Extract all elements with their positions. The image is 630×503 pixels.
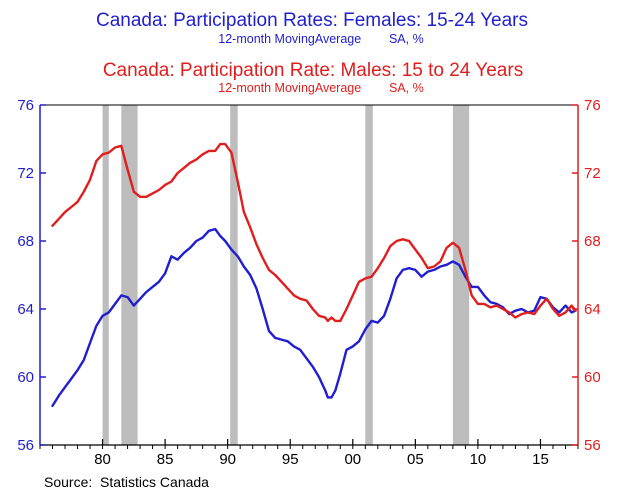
right-tick-label: 68 — [584, 233, 601, 250]
series-line-females — [51, 227, 577, 408]
left-tick-label: 72 — [17, 165, 34, 182]
right-tick-label: 56 — [584, 437, 601, 454]
left-tick-label: 76 — [17, 97, 34, 114]
x-tick-label: 15 — [532, 451, 549, 468]
x-tick-label: 90 — [219, 451, 236, 468]
recession-band — [102, 105, 109, 445]
right-tick-label: 64 — [584, 301, 601, 318]
x-tick-label: 80 — [94, 451, 111, 468]
left-tick-label: 68 — [17, 233, 34, 250]
chart-subtitle-male: 12-month MovingAverage SA, % — [218, 81, 424, 95]
x-tick-label: 95 — [282, 451, 299, 468]
series-line-males — [51, 142, 577, 323]
chart-lines — [51, 142, 577, 408]
right-tick-label: 72 — [584, 165, 601, 182]
left-tick-label: 56 — [17, 437, 34, 454]
recession-band — [230, 105, 238, 445]
recession-bands — [102, 105, 470, 445]
chart-axes: 76 72 68 64 60 56 76 72 68 64 60 56 80 85 90 95 00 05 10 15 — [17, 97, 600, 468]
x-tick-label: 00 — [344, 451, 361, 468]
recession-band — [452, 105, 470, 445]
x-tick-label: 85 — [157, 451, 174, 468]
x-tick-label: 05 — [407, 451, 424, 468]
right-tick-label: 76 — [584, 97, 601, 114]
recession-band — [365, 105, 373, 445]
right-tick-label: 60 — [584, 369, 601, 386]
chart-title-female: Canada: Participation Rates: Females: 15… — [96, 10, 528, 31]
source-note: Source: Statistics Canada — [44, 474, 209, 490]
left-tick-label: 64 — [17, 301, 34, 318]
chart-title-male: Canada: Participation Rate: Males: 15 to… — [102, 60, 524, 81]
left-tick-label: 60 — [17, 369, 34, 386]
chart-subtitle-female: 12-month MovingAverage SA, % — [218, 32, 424, 46]
x-tick-label: 10 — [470, 451, 487, 468]
